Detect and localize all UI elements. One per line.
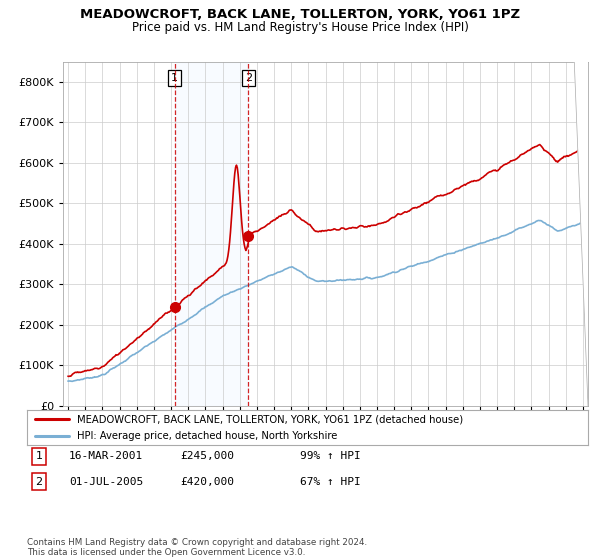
Text: 1: 1	[35, 451, 43, 461]
Text: £245,000: £245,000	[180, 451, 234, 461]
Text: 67% ↑ HPI: 67% ↑ HPI	[300, 477, 361, 487]
Text: £420,000: £420,000	[180, 477, 234, 487]
Text: 99% ↑ HPI: 99% ↑ HPI	[300, 451, 361, 461]
Polygon shape	[574, 62, 588, 406]
Text: Contains HM Land Registry data © Crown copyright and database right 2024.
This d: Contains HM Land Registry data © Crown c…	[27, 538, 367, 557]
Text: 16-MAR-2001: 16-MAR-2001	[69, 451, 143, 461]
Text: 2: 2	[245, 73, 252, 83]
Text: 01-JUL-2005: 01-JUL-2005	[69, 477, 143, 487]
Text: HPI: Average price, detached house, North Yorkshire: HPI: Average price, detached house, Nort…	[77, 431, 338, 441]
Text: MEADOWCROFT, BACK LANE, TOLLERTON, YORK, YO61 1PZ: MEADOWCROFT, BACK LANE, TOLLERTON, YORK,…	[80, 8, 520, 21]
Text: Price paid vs. HM Land Registry's House Price Index (HPI): Price paid vs. HM Land Registry's House …	[131, 21, 469, 34]
Text: MEADOWCROFT, BACK LANE, TOLLERTON, YORK, YO61 1PZ (detached house): MEADOWCROFT, BACK LANE, TOLLERTON, YORK,…	[77, 414, 464, 424]
Bar	[175, 62, 248, 406]
Text: 1: 1	[171, 73, 178, 83]
Text: 2: 2	[35, 477, 43, 487]
